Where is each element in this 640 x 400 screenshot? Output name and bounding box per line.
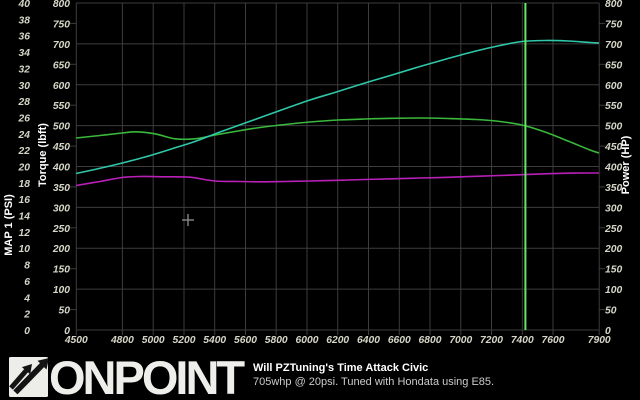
svg-text:4: 4 — [23, 293, 30, 304]
svg-text:40: 40 — [18, 0, 31, 10]
svg-text:18: 18 — [19, 179, 31, 190]
svg-text:Torque (lbft): Torque (lbft) — [37, 123, 49, 187]
svg-text:20: 20 — [18, 163, 31, 174]
svg-text:7900: 7900 — [588, 335, 611, 346]
svg-text:300: 300 — [53, 203, 70, 214]
svg-text:7400: 7400 — [511, 335, 534, 346]
svg-text:16: 16 — [19, 195, 31, 206]
svg-text:150: 150 — [53, 265, 70, 276]
svg-text:100: 100 — [605, 285, 622, 296]
svg-text:500: 500 — [53, 122, 70, 133]
svg-text:550: 550 — [53, 101, 70, 112]
svg-text:550: 550 — [605, 101, 622, 112]
svg-text:30: 30 — [19, 81, 31, 92]
svg-text:MAP 1 (PSI): MAP 1 (PSI) — [3, 194, 15, 256]
svg-text:24: 24 — [18, 130, 31, 141]
svg-text:200: 200 — [604, 244, 622, 255]
svg-text:800: 800 — [605, 0, 622, 10]
svg-text:750: 750 — [605, 19, 622, 30]
svg-text:6600: 6600 — [388, 335, 411, 346]
svg-text:400: 400 — [52, 163, 70, 174]
svg-text:6200: 6200 — [326, 335, 349, 346]
svg-text:200: 200 — [52, 244, 70, 255]
svg-text:650: 650 — [53, 60, 70, 71]
svg-text:36: 36 — [19, 32, 31, 43]
svg-text:26: 26 — [18, 113, 31, 124]
svg-text:5000: 5000 — [142, 335, 165, 346]
svg-text:28: 28 — [18, 97, 31, 108]
svg-text:5200: 5200 — [173, 335, 196, 346]
svg-text:0: 0 — [24, 326, 30, 337]
svg-text:4800: 4800 — [110, 335, 134, 346]
svg-text:5400: 5400 — [203, 335, 226, 346]
svg-text:750: 750 — [53, 19, 70, 30]
svg-text:4500: 4500 — [64, 335, 88, 346]
svg-text:100: 100 — [53, 285, 70, 296]
svg-text:7600: 7600 — [542, 335, 565, 346]
svg-text:800: 800 — [53, 0, 70, 10]
svg-text:8: 8 — [24, 261, 30, 272]
svg-text:14: 14 — [19, 212, 31, 223]
svg-text:350: 350 — [53, 183, 70, 194]
svg-text:6: 6 — [24, 277, 30, 288]
svg-text:5800: 5800 — [265, 335, 288, 346]
svg-text:600: 600 — [605, 81, 622, 92]
svg-text:2: 2 — [23, 310, 30, 321]
svg-text:7200: 7200 — [480, 335, 503, 346]
svg-text:600: 600 — [53, 81, 70, 92]
svg-text:10: 10 — [19, 244, 31, 255]
svg-text:50: 50 — [59, 306, 71, 317]
svg-text:6400: 6400 — [357, 335, 380, 346]
svg-text:22: 22 — [18, 146, 31, 157]
svg-text:250: 250 — [604, 224, 622, 235]
svg-text:6000: 6000 — [296, 335, 319, 346]
svg-text:450: 450 — [52, 142, 70, 153]
svg-text:38: 38 — [19, 15, 31, 26]
svg-text:700: 700 — [605, 40, 622, 51]
svg-text:700: 700 — [53, 40, 70, 51]
svg-text:500: 500 — [605, 122, 622, 133]
svg-text:6800: 6800 — [419, 335, 442, 346]
svg-text:150: 150 — [605, 265, 622, 276]
svg-text:300: 300 — [605, 203, 622, 214]
svg-text:5600: 5600 — [234, 335, 257, 346]
svg-text:34: 34 — [19, 48, 31, 59]
svg-text:12: 12 — [19, 228, 31, 239]
svg-text:7000: 7000 — [449, 335, 472, 346]
svg-text:650: 650 — [605, 60, 622, 71]
svg-text:50: 50 — [605, 306, 617, 317]
svg-text:Power (HP): Power (HP) — [620, 135, 632, 194]
svg-text:250: 250 — [52, 224, 70, 235]
svg-text:32: 32 — [19, 64, 31, 75]
